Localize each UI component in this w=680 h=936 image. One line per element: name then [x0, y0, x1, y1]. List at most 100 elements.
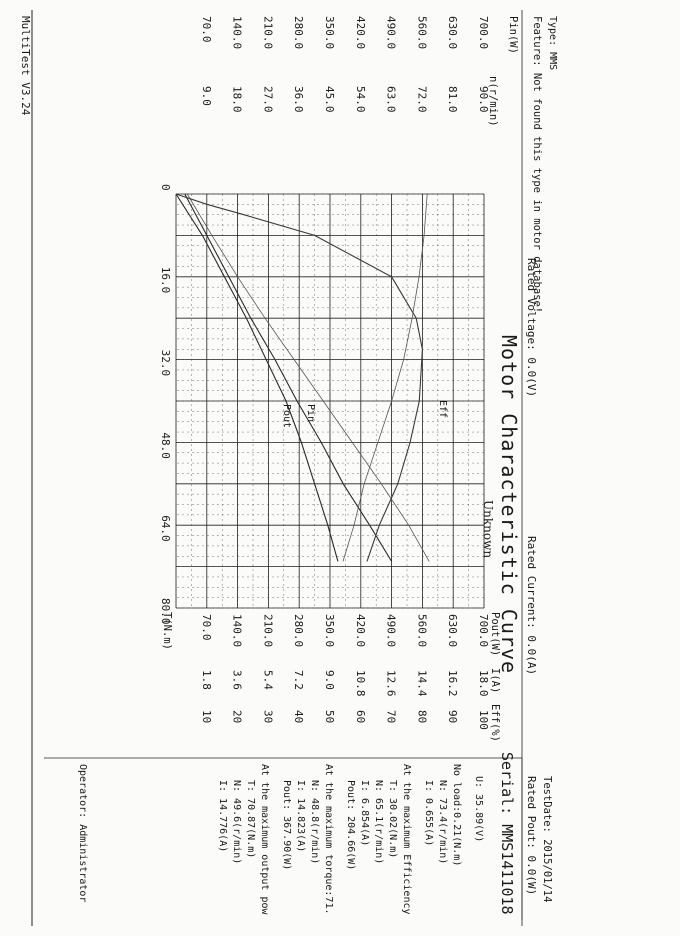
- t-tick-label: 64.0: [159, 515, 172, 542]
- rated-current: Rated Current: 0.0(A): [525, 536, 538, 675]
- pout-curve-label: Pout: [281, 404, 292, 428]
- n-tick-label: 27.0: [261, 86, 274, 113]
- pin-tick-label: 420.0: [354, 16, 367, 49]
- max-power-torque: T: 70.87(N.m): [245, 780, 256, 858]
- i-tick-label: 7.2: [292, 670, 305, 690]
- eff-tick-label: 30: [261, 710, 274, 723]
- max-eff-torque: T: 30.02(N.m): [387, 780, 398, 858]
- app-version: MultiTest V3.24: [19, 16, 32, 116]
- t-tick-label: 80.0: [159, 598, 172, 625]
- i-tick-label: 1.8: [200, 670, 213, 690]
- max-eff-current: I: 6.854(A): [359, 780, 370, 846]
- eff-tick-label: 100: [477, 710, 490, 730]
- max-torque-title: At the maximum torque:71.: [323, 764, 334, 915]
- max-power-title: At the maximum output pow: [259, 764, 270, 915]
- i-tick-label: 9.0: [323, 670, 336, 690]
- pout-tick-label: 700.0: [477, 614, 490, 647]
- pin-tick-label: 210.0: [261, 16, 274, 49]
- max-eff-pout: Pout: 204.66(W): [345, 780, 356, 870]
- i-tick-label: 5.4: [261, 670, 274, 690]
- pout-tick-label: 630.0: [446, 614, 459, 647]
- n-tick-label: 18.0: [231, 86, 244, 113]
- rated-pout: Rated Pout: 0.0(W): [525, 776, 538, 895]
- n-tick-label: 63.0: [385, 86, 398, 113]
- report-title: Motor Characteristic Curve: [497, 335, 521, 674]
- eff-tick-label: 50: [323, 710, 336, 723]
- pout-tick-label: 560.0: [415, 614, 428, 647]
- t-tick-label: 32.0: [159, 350, 172, 377]
- n-tick-label: 54.0: [354, 86, 367, 113]
- report-header: Unknown: [481, 500, 495, 558]
- series-eff-line: [175, 193, 423, 562]
- max-power-current: I: 14.776(A): [217, 780, 228, 852]
- serial-number: Serial: MMS1411018: [498, 752, 516, 915]
- pout-tick-label: 70.0: [200, 614, 213, 641]
- i-tick-label: 18.0: [477, 670, 490, 697]
- pout-tick-label: 350.0: [323, 614, 336, 647]
- eff-tick-label: 10: [200, 710, 213, 723]
- pout-tick-label: 280.0: [292, 614, 305, 647]
- i-tick-label: 16.2: [446, 670, 459, 697]
- pout-axis-label: Pout(W): [489, 612, 501, 656]
- eff-tick-label: 90: [446, 710, 459, 723]
- series-pout-line: [175, 193, 339, 562]
- pin-tick-label: 140.0: [231, 16, 244, 49]
- pin-tick-label: 280.0: [292, 16, 305, 49]
- max-torque-current: I: 14.823(A): [295, 780, 306, 852]
- pin-tick-label: 560.0: [415, 16, 428, 49]
- pin-tick-label: 490.0: [385, 16, 398, 49]
- pin-tick-label: 70.0: [200, 16, 213, 43]
- no-load-title: No load:0.21(N.m): [451, 764, 462, 866]
- result-voltage: U: 35.89(V): [473, 776, 484, 842]
- pin-tick-label: 700.0: [477, 16, 490, 49]
- eff-tick-label: 20: [231, 710, 244, 723]
- no-load-current: I: 0.655(A): [423, 780, 434, 846]
- pin-curve-label: Pin: [305, 404, 316, 422]
- results-panel: U: 35.89(V) No load:0.21(N.m) N: 73.4(r/…: [77, 764, 484, 915]
- series-i-line: [186, 193, 430, 562]
- n-axis-label: n(r/min): [487, 76, 499, 127]
- i-tick-label: 10.8: [354, 670, 367, 697]
- n-tick-label: 9.0: [200, 86, 213, 106]
- pin-tick-label: 630.0: [446, 16, 459, 49]
- no-load-speed: N: 73.4(r/min): [437, 780, 448, 864]
- torque-axis-label: T(N.m): [161, 612, 173, 650]
- i-tick-label: 12.6: [385, 670, 398, 697]
- t-tick-label: 48.0: [159, 432, 172, 459]
- i-tick-label: 3.6: [231, 670, 244, 690]
- pout-tick-label: 140.0: [231, 614, 244, 647]
- i-tick-label: 14.4: [415, 670, 428, 697]
- characteristic-chart: 700.0 630.0 560.0 490.0 420.0 350.0 280.0 210.0…: [159, 16, 490, 730]
- eff-tick-label: 40: [292, 710, 305, 723]
- t-tick-label: 16.0: [159, 267, 172, 294]
- n-tick-label: 45.0: [323, 86, 336, 113]
- max-eff-title: At the maximum Efficiency: [401, 764, 412, 915]
- operator: Operator: Administrator: [77, 764, 88, 902]
- series-n-line: [342, 193, 428, 562]
- feature-note: Feature: Not found this type in motor da…: [531, 16, 543, 313]
- eff-curve-label: Eff: [437, 400, 448, 418]
- pin-axis-label: Pin(W): [507, 16, 519, 54]
- pin-tick-label: 350.0: [323, 16, 336, 49]
- pout-tick-label: 210.0: [261, 614, 274, 647]
- max-torque-pout: Pout: 367.90(W): [281, 780, 292, 870]
- t-tick-label: 0: [159, 184, 172, 191]
- rated-voltage: Rated Voltage: 0.0(V): [525, 258, 538, 397]
- n-tick-label: 72.0: [415, 86, 428, 113]
- eff-tick-label: 60: [354, 710, 367, 723]
- pout-tick-label: 420.0: [354, 614, 367, 647]
- series-pin-line: [184, 193, 393, 562]
- n-tick-label: 81.0: [446, 86, 459, 113]
- motor-type: Type: MMS: [547, 16, 558, 70]
- eff-tick-label: 70: [385, 710, 398, 723]
- n-tick-label: 36.0: [292, 86, 305, 113]
- eff-tick-label: 80: [415, 710, 428, 723]
- max-power-speed: N: 49.6(r/min): [231, 780, 242, 864]
- pout-tick-label: 490.0: [385, 614, 398, 647]
- eff-axis-label: Eff(%): [489, 704, 501, 742]
- max-eff-speed: N: 65.1(r/min): [373, 780, 384, 864]
- n-tick-label: 90.0: [477, 86, 490, 113]
- max-torque-speed: N: 48.8(r/min): [309, 780, 320, 864]
- i-axis-label: I(A): [489, 668, 501, 693]
